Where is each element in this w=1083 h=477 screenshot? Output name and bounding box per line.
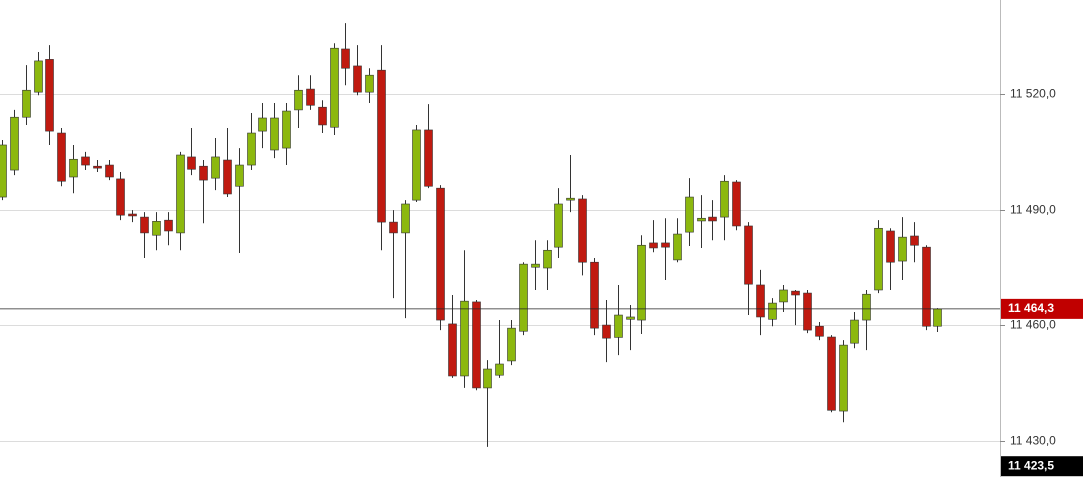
- candle-body: [566, 197, 575, 201]
- candle-body: [282, 110, 291, 149]
- candle-body: [673, 233, 682, 261]
- candle-body: [93, 165, 102, 169]
- candle-body: [744, 225, 753, 285]
- candle-body: [602, 324, 611, 339]
- candle-body: [116, 178, 125, 216]
- candle-body: [637, 244, 646, 321]
- candle-body: [258, 117, 267, 132]
- candle-body: [448, 323, 457, 377]
- candle-body: [164, 219, 173, 232]
- y-tick-label: 11 460,0: [1010, 318, 1056, 332]
- candle-body: [590, 261, 599, 329]
- candle-body: [614, 314, 623, 338]
- candle-body: [720, 180, 729, 218]
- candle-body: [756, 284, 765, 318]
- candle-body: [377, 69, 386, 223]
- y-tick-label: 11 430,0: [1010, 434, 1056, 448]
- candle-body: [365, 74, 374, 93]
- candle-body: [270, 117, 279, 151]
- candle-body: [45, 59, 54, 132]
- candle-body: [803, 292, 812, 331]
- candle-body: [412, 129, 421, 201]
- candle-body: [401, 203, 410, 234]
- candle-body: [187, 156, 196, 170]
- price-label-box: [1001, 298, 1083, 319]
- candle-body: [507, 327, 516, 362]
- candle-body: [105, 164, 114, 178]
- candle-body: [649, 242, 658, 249]
- candle-body: [460, 300, 469, 377]
- candle-body: [483, 368, 492, 389]
- candle-body: [22, 89, 31, 118]
- candle-body: [850, 319, 859, 344]
- candle-body: [661, 242, 670, 248]
- candle-body: [235, 164, 244, 187]
- candle-body: [626, 316, 635, 320]
- candle-body: [779, 289, 788, 303]
- candle-body: [140, 216, 149, 234]
- candle-body: [424, 129, 433, 187]
- candle-body: [578, 198, 587, 263]
- candle-body: [306, 88, 315, 106]
- candle-body: [10, 116, 19, 171]
- candle-body: [685, 196, 694, 233]
- candle-body: [768, 302, 777, 320]
- candle-body: [827, 336, 836, 411]
- candle-body: [898, 236, 907, 262]
- candle-body: [554, 203, 563, 248]
- candle-body: [152, 221, 161, 236]
- candle-body: [543, 249, 552, 269]
- candle-body: [34, 60, 43, 93]
- candle-body: [199, 165, 208, 181]
- candle-body: [791, 290, 800, 296]
- candle-body: [886, 230, 895, 263]
- y-tick-label: 11 490,0: [1010, 203, 1056, 217]
- candle-body: [697, 217, 706, 222]
- price-label-box: [1001, 456, 1083, 477]
- candle-body: [495, 363, 504, 376]
- candle-body: [69, 158, 78, 178]
- candle-body: [910, 235, 919, 246]
- candle-body: [839, 344, 848, 412]
- candle-body: [389, 221, 398, 234]
- y-tick-label: 11 520,0: [1010, 87, 1056, 101]
- candle-body: [353, 65, 362, 93]
- candle-body: [922, 246, 931, 327]
- candle-body: [862, 293, 871, 321]
- candle-body: [330, 47, 339, 128]
- candle-body: [247, 132, 256, 166]
- candle-body: [318, 106, 327, 126]
- price-label: 11 423,5: [1008, 458, 1054, 472]
- candle-body: [708, 216, 717, 222]
- candle-body: [176, 154, 185, 234]
- candle-body: [0, 144, 7, 198]
- candle-body: [57, 132, 66, 182]
- candle-body: [294, 89, 303, 111]
- candle-body: [341, 48, 350, 69]
- candle-body: [531, 263, 540, 268]
- candle-body: [732, 181, 741, 227]
- candle-body: [472, 301, 481, 389]
- price-label: 11 464,3: [1008, 301, 1054, 315]
- candle-body: [211, 156, 220, 179]
- candle-body: [436, 187, 445, 321]
- candle-body: [519, 263, 528, 332]
- candle-body: [223, 159, 232, 195]
- candle-body: [815, 325, 824, 337]
- candle-body: [933, 308, 942, 327]
- candle-body: [874, 227, 883, 291]
- candle-body: [81, 156, 90, 166]
- candle-body: [128, 213, 137, 217]
